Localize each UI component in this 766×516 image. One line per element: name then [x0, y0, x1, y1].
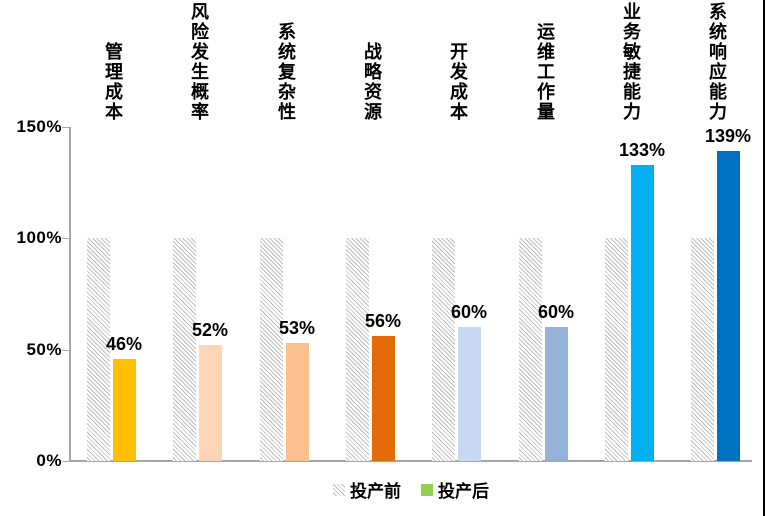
legend-item-after: 投产后 [421, 477, 489, 502]
category-label: 开发成本 [448, 42, 468, 122]
bar-before-production [346, 238, 369, 461]
y-axis-line [69, 127, 71, 461]
bar-after-production [458, 327, 481, 461]
bar-after-production [372, 336, 395, 461]
legend-swatch-before [333, 483, 345, 496]
y-axis-tick-label: 50% [26, 340, 62, 359]
category-label: 战略资源 [362, 42, 382, 122]
category-label: 业务敏捷能力 [621, 2, 641, 122]
bar-value-label: 133% [618, 140, 666, 160]
bar-after-production [286, 343, 309, 461]
category-label: 管理成本 [103, 42, 123, 122]
bar-value-label: 46% [105, 334, 143, 354]
bar-after-production [631, 165, 654, 461]
right-border-line [763, 0, 765, 516]
legend-label-after: 投产后 [438, 482, 489, 501]
y-axis-tick [62, 350, 69, 351]
bar-value-label: 56% [364, 311, 402, 331]
bar-value-label: 60% [537, 302, 575, 322]
bar-after-production [545, 327, 568, 461]
y-axis-tick [62, 238, 69, 239]
bar-before-production [605, 238, 628, 461]
y-axis-tick-label: 100% [16, 228, 62, 247]
y-axis-tick-label: 0% [36, 451, 62, 470]
bar-value-label: 60% [450, 302, 488, 322]
bar-value-label: 52% [191, 320, 229, 340]
chart-legend: 投产前 投产后 [333, 477, 489, 502]
legend-label-before: 投产前 [350, 482, 401, 501]
bar-before-production [691, 238, 714, 461]
bar-after-production [199, 345, 222, 461]
x-axis-line [69, 460, 752, 462]
y-axis-tick-label: 150% [16, 117, 62, 136]
y-axis-tick [62, 127, 69, 128]
category-label: 系统响应能力 [707, 2, 727, 122]
bar-before-production [519, 238, 542, 461]
bar-before-production [260, 238, 283, 461]
category-label: 运维工作量 [535, 22, 555, 122]
category-label: 风险发生概率 [189, 2, 209, 122]
bar-before-production [173, 238, 196, 461]
bar-value-label: 53% [278, 318, 316, 338]
bar-value-label: 139% [704, 126, 752, 146]
legend-swatch-after [421, 483, 433, 496]
y-axis-tick [62, 461, 69, 462]
category-label: 系统复杂性 [276, 22, 296, 122]
bar-after-production [717, 151, 740, 461]
legend-item-before: 投产前 [333, 477, 401, 502]
bar-before-production [432, 238, 455, 461]
bar-before-production [87, 238, 110, 461]
bar-after-production [113, 359, 136, 461]
